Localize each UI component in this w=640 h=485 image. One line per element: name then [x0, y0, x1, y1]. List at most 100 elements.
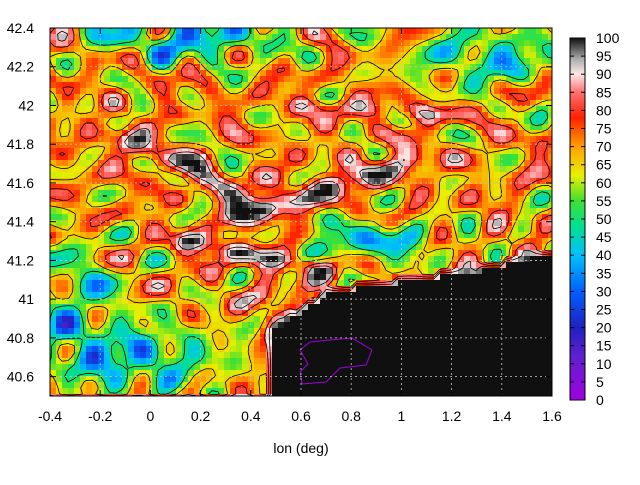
heatmap-cell: [410, 118, 417, 125]
heatmap-cell: [146, 76, 153, 83]
heatmap-cell: [224, 64, 231, 71]
heatmap-cell: [248, 340, 255, 347]
heatmap-cell: [398, 172, 405, 179]
heatmap-cell: [62, 256, 69, 263]
heatmap-cell: [488, 346, 495, 353]
heatmap-cell: [152, 40, 159, 47]
heatmap-cell: [362, 334, 369, 341]
heatmap-cell: [206, 184, 213, 191]
heatmap-cell: [356, 214, 363, 221]
heatmap-cell: [380, 358, 387, 365]
heatmap-cell: [386, 106, 393, 113]
heatmap-cell: [446, 40, 453, 47]
heatmap-cell: [356, 160, 363, 167]
heatmap-cell: [80, 238, 87, 245]
heatmap-cell: [536, 298, 543, 305]
heatmap-cell: [494, 244, 501, 251]
heatmap-cell: [416, 82, 423, 89]
heatmap-cell: [50, 214, 57, 221]
heatmap-cell: [278, 274, 285, 281]
heatmap-cell: [182, 106, 189, 113]
heatmap-cell: [362, 202, 369, 209]
heatmap-cell: [524, 274, 531, 281]
heatmap-cell: [380, 178, 387, 185]
heatmap-cell: [386, 154, 393, 161]
heatmap-cell: [302, 316, 309, 323]
heatmap-cell: [536, 274, 543, 281]
heatmap-cell: [386, 280, 393, 287]
heatmap-cell: [122, 178, 129, 185]
heatmap-cell: [212, 244, 219, 251]
heatmap-cell: [230, 82, 237, 89]
heatmap-cell: [62, 316, 69, 323]
heatmap-cell: [368, 292, 375, 299]
heatmap-cell: [392, 370, 399, 377]
heatmap-cell: [356, 64, 363, 71]
heatmap-cell: [50, 166, 57, 173]
heatmap-cell: [146, 142, 153, 149]
heatmap-cell: [320, 262, 327, 269]
heatmap-cell: [332, 118, 339, 125]
heatmap-cell: [542, 202, 549, 209]
heatmap-cell: [464, 94, 471, 101]
heatmap-cell: [236, 202, 243, 209]
heatmap-cell: [170, 280, 177, 287]
heatmap-cell: [224, 142, 231, 149]
heatmap-cell: [404, 142, 411, 149]
heatmap-cell: [410, 172, 417, 179]
heatmap-cell: [182, 346, 189, 353]
heatmap-cell: [410, 274, 417, 281]
heatmap-cell: [206, 352, 213, 359]
heatmap-cell: [392, 280, 399, 287]
heatmap-cell: [398, 298, 405, 305]
heatmap-cell: [86, 28, 93, 35]
heatmap-cell: [548, 46, 552, 53]
heatmap-cell: [284, 196, 291, 203]
heatmap-cell: [98, 364, 105, 371]
heatmap-cell: [182, 154, 189, 161]
heatmap-cell: [170, 358, 177, 365]
heatmap-cell: [326, 40, 333, 47]
heatmap-cell: [446, 346, 453, 353]
heatmap-cell: [146, 160, 153, 167]
heatmap-cell: [248, 286, 255, 293]
heatmap-cell: [248, 280, 255, 287]
heatmap-cell: [56, 376, 63, 383]
heatmap-cell: [386, 292, 393, 299]
heatmap-cell: [218, 64, 225, 71]
heatmap-cell: [104, 196, 111, 203]
heatmap-cell: [482, 124, 489, 131]
heatmap-cell: [332, 94, 339, 101]
heatmap-cell: [272, 100, 279, 107]
heatmap-cell: [194, 40, 201, 47]
heatmap-cell: [458, 346, 465, 353]
heatmap-cell: [290, 142, 297, 149]
heatmap-cell: [146, 382, 153, 389]
heatmap-cell: [122, 94, 129, 101]
heatmap-cell: [98, 328, 105, 335]
heatmap-cell: [440, 178, 447, 185]
heatmap-cell: [506, 142, 513, 149]
heatmap-cell: [314, 274, 321, 281]
heatmap-cell: [506, 244, 513, 251]
heatmap-cell: [392, 208, 399, 215]
heatmap-cell: [428, 268, 435, 275]
heatmap-cell: [146, 358, 153, 365]
heatmap-cell: [218, 112, 225, 119]
heatmap-cell: [422, 238, 429, 245]
heatmap-cell: [338, 358, 345, 365]
heatmap-cell: [68, 58, 75, 65]
heatmap-cell: [146, 244, 153, 251]
heatmap-cell: [302, 106, 309, 113]
heatmap-cell: [146, 274, 153, 281]
heatmap-cell: [110, 340, 117, 347]
heatmap-cell: [536, 136, 543, 143]
heatmap-cell: [326, 46, 333, 53]
heatmap-cell: [458, 148, 465, 155]
heatmap-cell: [440, 136, 447, 143]
heatmap-cell: [284, 328, 291, 335]
heatmap-cell: [518, 310, 525, 317]
heatmap-cell: [356, 40, 363, 47]
heatmap-cell: [296, 58, 303, 65]
heatmap-cell: [302, 226, 309, 233]
